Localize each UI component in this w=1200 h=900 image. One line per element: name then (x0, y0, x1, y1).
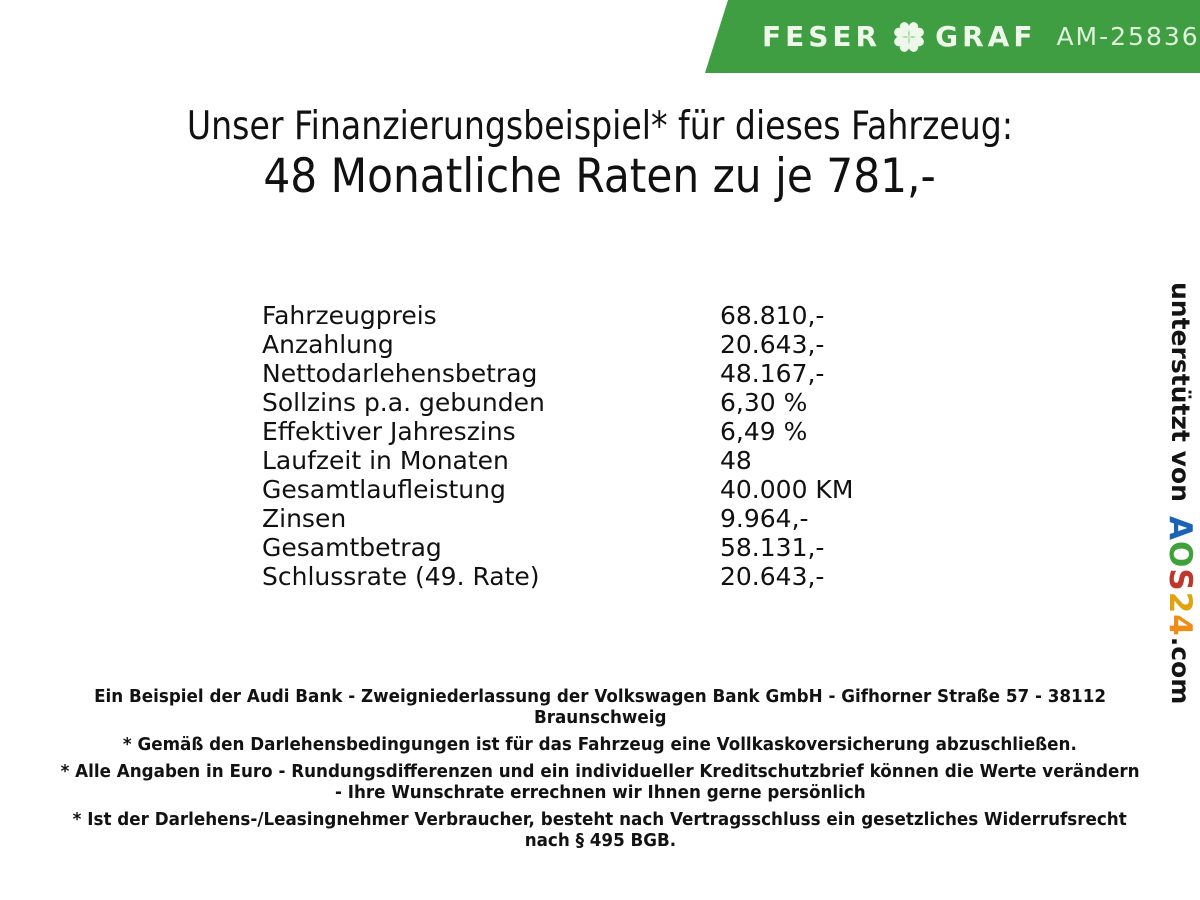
table-row: Gesamtlaufleistung 40.000 KM (262, 475, 853, 504)
table-row: Schlussrate (49. Rate) 20.643,- (262, 562, 853, 591)
disclaimer-text: * Alle Angaben in Euro - Rundungsdiffere… (60, 761, 1140, 782)
table-row: Zinsen 9.964,- (262, 504, 853, 533)
vehicle-id-badge: AM-258367 (1056, 22, 1200, 51)
row-value: 9.964,- (720, 504, 809, 533)
disclaimer-line: Ein Beispiel der Audi Bank - Zweignieder… (0, 686, 1200, 707)
row-label: Effektiver Jahreszins (262, 417, 516, 446)
disclaimer-text: * Ist der Darlehens-/Leasingnehmer Verbr… (72, 809, 1128, 830)
clover-icon (894, 21, 924, 52)
headline-line2-text: 48 Monatliche Raten zu je 781,- (263, 149, 937, 204)
disclaimer-text: - Ihre Wunschrate errechnen wir Ihnen ge… (334, 782, 866, 803)
row-label: Sollzins p.a. gebunden (262, 388, 545, 417)
disclaimer-insurance: * Gemäß den Darlehensbedingungen ist für… (0, 734, 1200, 755)
disclaimer-line: - Ihre Wunschrate errechnen wir Ihnen ge… (0, 782, 1200, 803)
table-row: Fahrzeugpreis 68.810,- (262, 301, 853, 330)
disclaimer-bank: Ein Beispiel der Audi Bank - Zweignieder… (0, 686, 1200, 728)
finance-table: Fahrzeugpreis 68.810,- Anzahlung 20.643,… (262, 301, 853, 591)
headline: Unser Finanzierungsbeispiel* für dieses … (0, 103, 1200, 203)
row-value: 40.000 KM (720, 475, 854, 504)
headline-line2: 48 Monatliche Raten zu je 781,- (0, 151, 1200, 203)
table-row: Laufzeit in Monaten 48 (262, 446, 853, 475)
row-label: Zinsen (262, 504, 347, 533)
disclaimer-line: * Ist der Darlehens-/Leasingnehmer Verbr… (0, 809, 1200, 830)
table-row: Gesamtbetrag 58.131,- (262, 533, 853, 562)
credit-suffix: .com (1166, 636, 1195, 705)
row-value: 6,30 % (720, 388, 808, 417)
footer-disclaimer: Ein Beispiel der Audi Bank - Zweignieder… (0, 686, 1200, 857)
row-label: Schlussrate (49. Rate) (262, 562, 540, 591)
row-value: 68.810,- (720, 301, 825, 330)
table-row: Effektiver Jahreszins 6,49 % (262, 417, 853, 446)
disclaimer-euro: * Alle Angaben in Euro - Rundungsdiffere… (0, 761, 1200, 803)
row-value: 58.131,- (720, 533, 825, 562)
disclaimer-text: Ein Beispiel der Audi Bank - Zweignieder… (94, 686, 1106, 707)
credit-prefix: unterstützt von (1166, 282, 1195, 502)
brand-name-left: FESER (762, 19, 882, 53)
disclaimer-text: Braunschweig (533, 707, 667, 728)
brand-name-right: GRAF (935, 19, 1037, 53)
row-label: Laufzeit in Monaten (262, 446, 509, 475)
logo-letter: S (1162, 568, 1198, 592)
row-value: 48 (720, 446, 752, 475)
headline-line1: Unser Finanzierungsbeispiel* für dieses … (0, 103, 1200, 151)
aos24-logo: AOS24 (1162, 516, 1198, 637)
table-row: Nettodarlehensbetrag 48.167,- (262, 359, 853, 388)
row-label: Anzahlung (262, 330, 394, 359)
disclaimer-line: Braunschweig (0, 707, 1200, 728)
row-value: 6,49 % (720, 417, 808, 446)
disclaimer-line: * Gemäß den Darlehensbedingungen ist für… (0, 734, 1200, 755)
disclaimer-text: * Gemäß den Darlehensbedingungen ist für… (123, 734, 1077, 755)
dealer-banner: FESER GRAF AM-258367 (705, 0, 1200, 73)
disclaimer-line: * Alle Angaben in Euro - Rundungsdiffere… (0, 761, 1200, 782)
logo-letter: O (1162, 540, 1198, 569)
table-row: Sollzins p.a. gebunden 6,30 % (262, 388, 853, 417)
table-row: Anzahlung 20.643,- (262, 330, 853, 359)
vertical-credit: unterstützt von AOS24.com (1162, 282, 1198, 704)
logo-letter: 4 (1162, 614, 1198, 637)
row-value: 20.643,- (720, 330, 825, 359)
row-label: Nettodarlehensbetrag (262, 359, 538, 388)
row-label: Fahrzeugpreis (262, 301, 437, 330)
disclaimer-line: nach § 495 BGB. (0, 830, 1200, 851)
disclaimer-widerruf: * Ist der Darlehens-/Leasingnehmer Verbr… (0, 809, 1200, 851)
logo-letter: A (1162, 515, 1198, 541)
disclaimer-text: nach § 495 BGB. (524, 830, 676, 851)
row-value: 20.643,- (720, 562, 825, 591)
row-label: Gesamtbetrag (262, 533, 442, 562)
row-value: 48.167,- (720, 359, 825, 388)
row-label: Gesamtlaufleistung (262, 475, 506, 504)
logo-letter: 2 (1162, 591, 1198, 615)
headline-line1-text: Unser Finanzierungsbeispiel* für dieses … (186, 104, 1014, 149)
